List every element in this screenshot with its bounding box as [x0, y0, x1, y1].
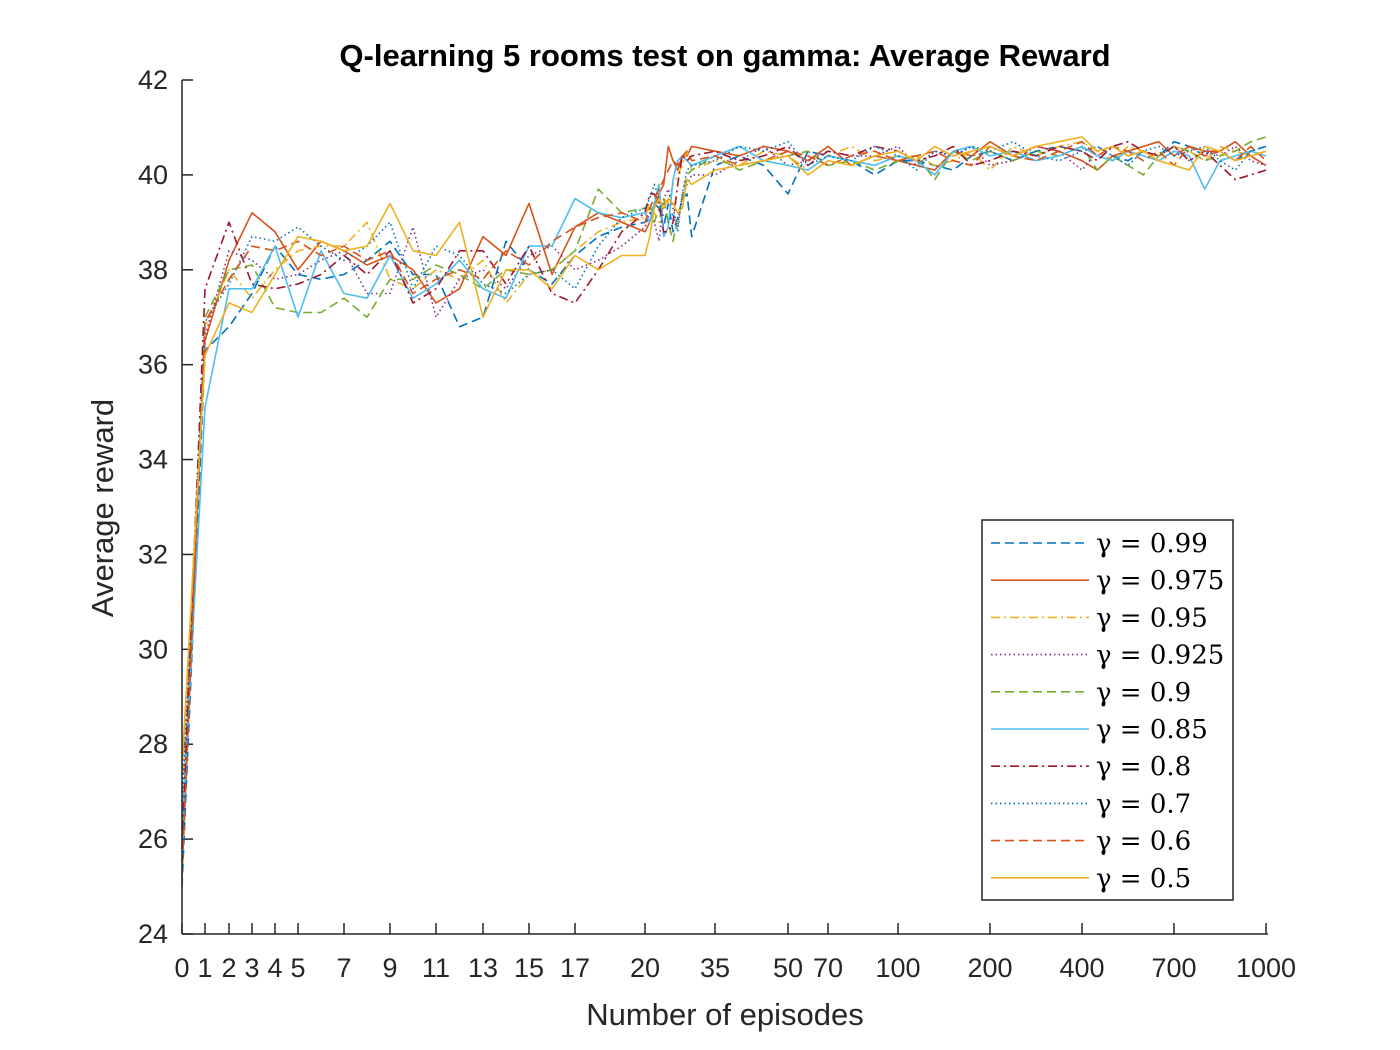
x-tick-label: 7 — [336, 953, 351, 983]
y-tick-label: 38 — [138, 255, 168, 285]
x-tick-label: 1 — [197, 953, 212, 983]
series-lines — [181, 136, 1267, 887]
legend-entry-label: γ = 0.6 — [1096, 827, 1191, 857]
x-tick-label: 50 — [773, 953, 803, 983]
legend-entry-label: γ = 0.95 — [1096, 603, 1208, 633]
legend-entry-label: γ = 0.5 — [1096, 864, 1191, 894]
x-tick-label: 17 — [560, 953, 590, 983]
y-tick-label: 28 — [138, 729, 168, 759]
x-tick-label: 200 — [967, 953, 1012, 983]
x-tick-label: 9 — [382, 953, 397, 983]
legend-entry-label: γ = 0.9 — [1096, 678, 1191, 708]
y-tick-label: 26 — [138, 824, 168, 854]
x-tick-label: 70 — [813, 953, 843, 983]
y-tick-label: 36 — [138, 350, 168, 380]
legend-entry-label: γ = 0.8 — [1096, 752, 1191, 782]
legend: γ = 0.99 γ = 0.975 γ = 0.95 γ = 0.925 γ = 0.… — [981, 519, 1234, 901]
x-tick-label: 15 — [514, 953, 544, 983]
x-tick-label: 3 — [244, 953, 259, 983]
legend-entry-label: γ = 0.975 — [1096, 566, 1224, 596]
x-tick-label: 0 — [174, 953, 189, 983]
legend-box — [981, 519, 1234, 901]
legend-entry-label: γ = 0.925 — [1096, 641, 1224, 671]
y-tick-label: 34 — [138, 445, 168, 475]
x-axis-title: Number of episodes — [586, 997, 863, 1032]
y-tick-label: 24 — [138, 919, 168, 949]
series-line — [181, 136, 1267, 768]
y-tick-label: 32 — [138, 539, 168, 569]
y-tick-label: 30 — [138, 634, 168, 664]
y-tick-label: 40 — [138, 160, 168, 190]
x-tick-label: 13 — [468, 953, 498, 983]
x-tick-label: 20 — [630, 953, 660, 983]
x-tick-label: 11 — [422, 953, 450, 983]
legend-entry-label: γ = 0.99 — [1096, 529, 1208, 559]
series-line — [181, 140, 1267, 849]
x-tick-label: 2 — [221, 953, 236, 983]
x-tick-label: 5 — [290, 953, 305, 983]
x-tick-label: 4 — [267, 953, 282, 983]
x-tick-label: 1000 — [1236, 953, 1296, 983]
legend-entry-label: γ = 0.85 — [1096, 715, 1208, 745]
x-tick-label: 35 — [700, 953, 730, 983]
legend-entry-label: γ = 0.7 — [1096, 789, 1191, 819]
y-axis-title: Average reward — [85, 399, 120, 617]
chart-title: Q-learning 5 rooms test on gamma: Averag… — [339, 38, 1110, 73]
series-line — [181, 140, 1267, 840]
x-axis-ticks: 0 1 2 3 4 5 7 9 11 13 15 17 20 35 50 70 100 200 400 700 1000 — [174, 923, 1296, 983]
series-line — [181, 140, 1267, 802]
y-axis-ticks: 24 26 28 30 32 34 36 38 40 42 — [138, 65, 193, 949]
x-tick-label: 700 — [1151, 953, 1196, 983]
y-tick-label: 42 — [138, 65, 168, 95]
x-tick-label: 400 — [1059, 953, 1104, 983]
series-line — [181, 136, 1267, 863]
x-tick-label: 100 — [875, 953, 920, 983]
